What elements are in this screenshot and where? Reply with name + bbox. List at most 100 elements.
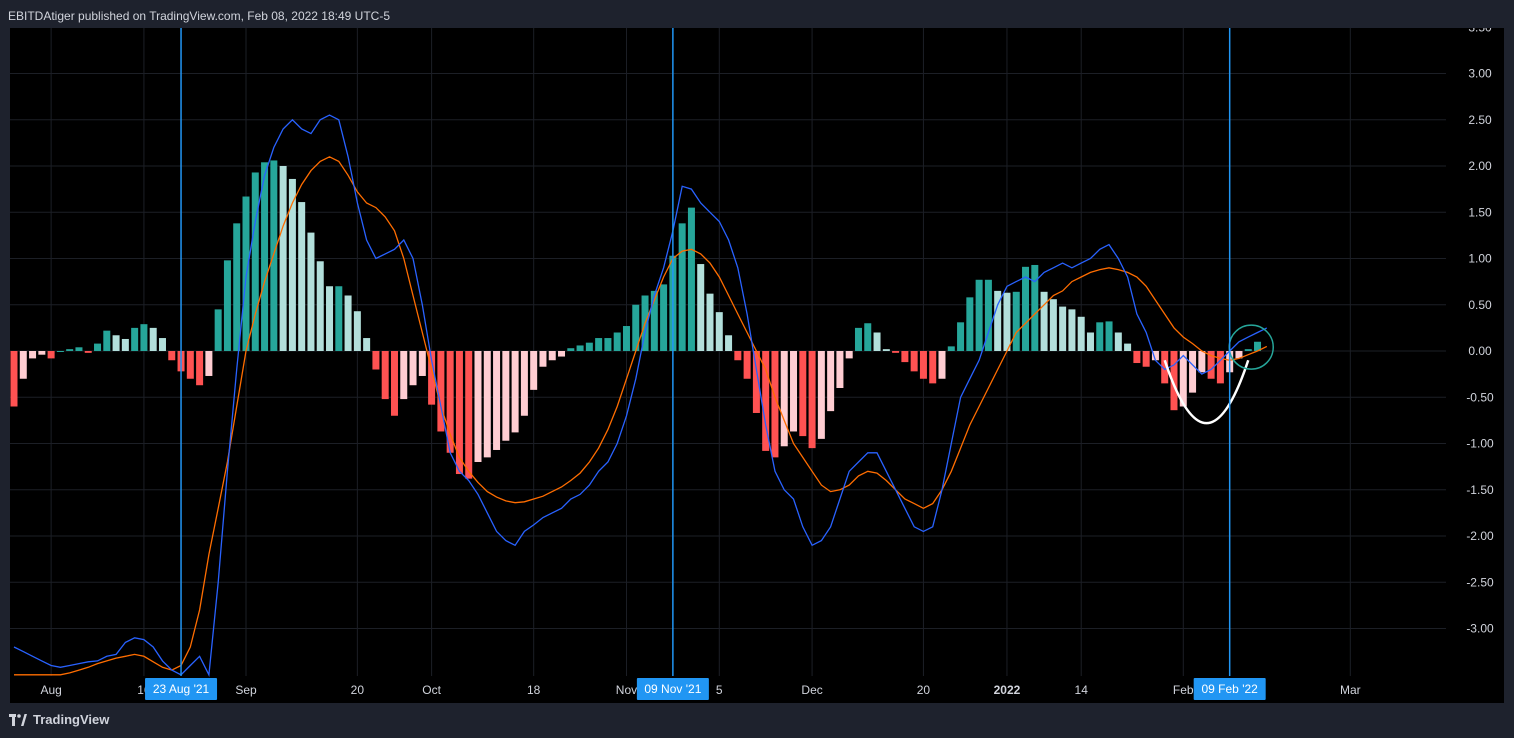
- histogram-bar: [613, 332, 621, 351]
- publish-header: EBITDAtiger published on TradingView.com…: [8, 9, 390, 23]
- histogram-bar: [75, 347, 83, 351]
- histogram-bar: [10, 351, 18, 407]
- histogram-bar: [56, 351, 64, 352]
- histogram-bar: [502, 351, 510, 441]
- vertical-markers: [180, 28, 1231, 676]
- histogram-bar: [474, 351, 482, 462]
- y-tick-label: 3.50: [1468, 28, 1492, 34]
- histogram-bar: [1124, 343, 1132, 351]
- histogram-bar: [817, 351, 825, 439]
- x-tick-label: 18: [527, 683, 541, 697]
- histogram-bar: [966, 297, 974, 351]
- histogram-bar: [873, 332, 881, 351]
- histogram-bar: [947, 346, 955, 351]
- histogram-bar: [196, 351, 204, 386]
- histogram-bar: [1179, 351, 1187, 407]
- y-tick-label: 0.50: [1468, 298, 1492, 312]
- histogram-bar: [446, 351, 454, 453]
- histogram-bar: [418, 351, 426, 376]
- macd-chart[interactable]: 3.50 3.00 2.50 2.00 1.50 1.00 0.50 0.00 -0.50 -1.…: [10, 28, 1504, 703]
- date-badge: [145, 678, 218, 700]
- histogram-bar: [1022, 266, 1030, 351]
- histogram-bar: [390, 351, 398, 416]
- histogram-bar: [288, 178, 296, 351]
- histogram-bar: [892, 351, 900, 353]
- histogram-bar: [539, 351, 547, 367]
- y-tick-label: -0.50: [1466, 390, 1494, 404]
- histogram-bar: [1244, 349, 1252, 351]
- histogram-bar: [530, 351, 538, 390]
- histogram-bar: [1086, 332, 1094, 351]
- histogram-bar: [140, 324, 148, 351]
- histogram-bar: [335, 286, 343, 351]
- histogram-bar: [344, 295, 352, 351]
- histogram-bar: [595, 338, 603, 351]
- histogram-bar: [493, 351, 501, 450]
- date-badge-label: 09 Feb '22: [1202, 682, 1259, 696]
- tradingview-logo-icon: [9, 713, 27, 726]
- histogram-bar: [715, 312, 723, 351]
- x-axis[interactable]: Aug 16 Sep 20 Oct 18 Nov 5 Dec 20 2022 14 Feb Mar: [40, 683, 1360, 697]
- x-tick-label: 14: [1075, 683, 1089, 697]
- histogram-bar: [938, 351, 946, 379]
- histogram-bar: [1216, 351, 1224, 384]
- histogram-bar: [363, 338, 371, 351]
- x-tick-label: 2022: [994, 683, 1021, 697]
- y-tick-label: -2.00: [1466, 529, 1494, 543]
- x-tick-label: Feb: [1173, 683, 1194, 697]
- histogram-bar: [1235, 351, 1243, 359]
- y-tick-label: 2.00: [1468, 159, 1492, 173]
- histogram-bar: [38, 351, 46, 355]
- histogram-bar: [1114, 332, 1122, 351]
- histogram-bar: [279, 166, 287, 351]
- histogram-bar: [1254, 341, 1262, 351]
- histogram-bar: [864, 323, 872, 351]
- y-axis[interactable]: 3.50 3.00 2.50 2.00 1.50 1.00 0.50 0.00 -0.50 -1.…: [1466, 28, 1494, 636]
- histogram-bar: [650, 290, 658, 351]
- date-badge: [1193, 678, 1266, 700]
- y-tick-label: -3.00: [1466, 622, 1494, 636]
- histogram-bar: [725, 335, 733, 351]
- histogram-bar: [400, 351, 408, 400]
- macd-line-layer: [13, 114, 1268, 678]
- histogram-bar: [567, 348, 575, 351]
- histogram-bar: [121, 338, 129, 351]
- y-tick-label: 2.50: [1468, 113, 1492, 127]
- histogram-bar: [1059, 306, 1067, 351]
- footer-brand[interactable]: TradingView: [9, 712, 109, 727]
- histogram-bar: [706, 293, 714, 351]
- histogram-bar: [1198, 351, 1206, 373]
- x-tick-label: 20: [917, 683, 931, 697]
- y-tick-label: -2.50: [1466, 575, 1494, 589]
- histogram-bar: [94, 343, 102, 351]
- x-tick-label: Sep: [235, 683, 257, 697]
- histogram-bar: [752, 351, 760, 413]
- histogram-bar: [1040, 291, 1048, 351]
- date-badge: [636, 678, 709, 700]
- histogram-bar: [984, 279, 992, 351]
- chart-panel[interactable]: 3.50 3.00 2.50 2.00 1.50 1.00 0.50 0.00 -0.50 -1.…: [10, 28, 1504, 703]
- histogram-bar: [353, 311, 361, 351]
- histogram-bar: [1142, 351, 1150, 367]
- histogram-bar: [1003, 292, 1011, 351]
- histogram-bar: [771, 351, 779, 458]
- histogram-bar: [957, 322, 965, 351]
- histogram-bar: [1049, 299, 1057, 351]
- histogram-bar: [1031, 264, 1039, 351]
- y-tick-label: 0.00: [1468, 344, 1492, 358]
- histogram-bar: [316, 261, 324, 351]
- histogram-bar: [326, 286, 334, 351]
- x-tick-label: 5: [716, 683, 723, 697]
- histogram-bar: [790, 351, 798, 432]
- histogram-bar: [149, 327, 157, 351]
- histogram-bar: [409, 351, 417, 386]
- histogram-bar: [233, 223, 241, 351]
- histogram-bar: [910, 351, 918, 372]
- histogram-bar: [47, 351, 55, 359]
- histogram-bar: [1161, 351, 1169, 384]
- x-tick-label: Oct: [422, 683, 441, 697]
- histogram-bar: [158, 338, 166, 351]
- histogram-bar: [214, 309, 222, 351]
- histogram-bar: [84, 351, 92, 353]
- histogram-bar: [780, 351, 788, 447]
